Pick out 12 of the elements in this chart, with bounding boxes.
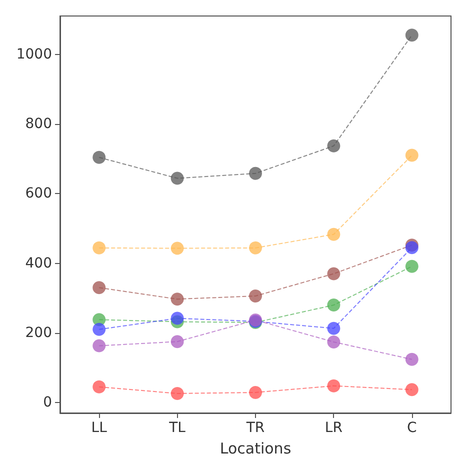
y-tick-label: 200 (25, 324, 52, 341)
y-tick-label: 600 (25, 186, 52, 202)
y-tick-label: 800 (25, 116, 52, 132)
x-tick-label: C (407, 420, 418, 436)
x-axis-title: Locations (220, 440, 292, 458)
x-tick-label: TR (245, 420, 265, 436)
y-tick-label: 0 (43, 394, 52, 411)
x-tick-label: LL (91, 420, 108, 436)
y-tick-label: 400 (25, 255, 52, 272)
x-tick-label: TL (168, 420, 186, 436)
y-tick-label: 1000 (16, 46, 52, 62)
x-tick-label: LR (324, 420, 343, 436)
